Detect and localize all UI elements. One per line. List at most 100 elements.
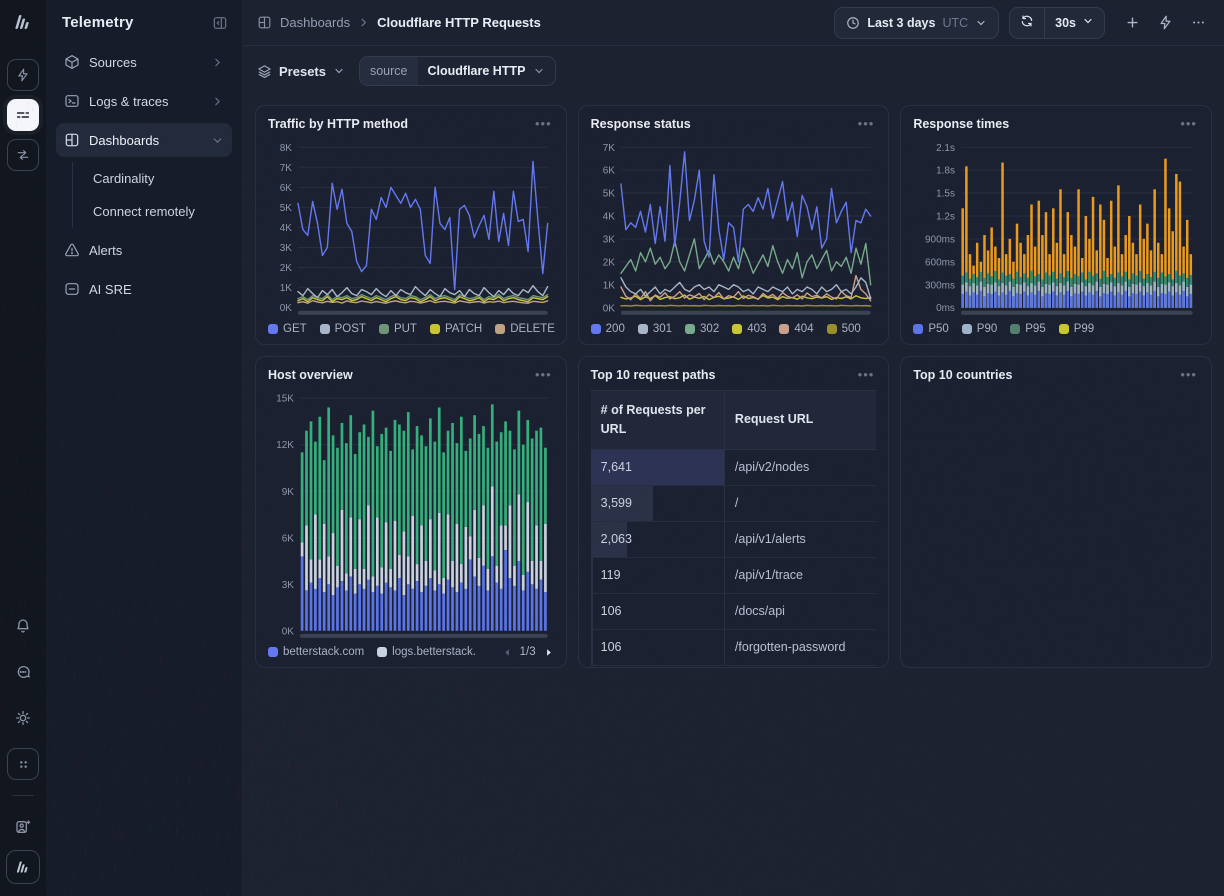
legend-item[interactable]: P90 bbox=[962, 323, 997, 335]
breadcrumb-dashboards-link[interactable]: Dashboards bbox=[280, 15, 350, 30]
chevron-down-icon bbox=[533, 65, 545, 77]
invite-user-icon[interactable] bbox=[7, 811, 39, 843]
legend-label: PATCH bbox=[445, 323, 482, 335]
chart-canvas[interactable]: 0K1K2K3K4K5K6K7K bbox=[579, 137, 889, 320]
sidebar-item-cardinality[interactable]: Cardinality bbox=[73, 162, 232, 195]
sidebar-item-dashboards[interactable]: Dashboards bbox=[56, 123, 232, 157]
legend-swatch bbox=[1010, 324, 1020, 334]
add-panel-plus-icon[interactable] bbox=[1121, 11, 1144, 34]
sidebar-item-logs-traces[interactable]: Logs & traces bbox=[56, 84, 232, 118]
legend-swatch bbox=[268, 324, 278, 334]
legend-item[interactable]: P99 bbox=[1059, 323, 1094, 335]
sidebar-item-label: Logs & traces bbox=[89, 94, 202, 109]
dashboard-grid-icon bbox=[64, 132, 80, 148]
legend-item[interactable]: logs.betterstack. bbox=[377, 646, 476, 658]
theme-sun-icon[interactable] bbox=[7, 702, 39, 734]
svg-text:12K: 12K bbox=[276, 440, 294, 451]
table-row[interactable]: 3,599/ bbox=[591, 486, 877, 522]
card-title: Top 10 request paths bbox=[591, 368, 716, 382]
svg-text:6K: 6K bbox=[282, 533, 294, 544]
legend-item[interactable]: 404 bbox=[779, 323, 813, 335]
legend-item[interactable]: PATCH bbox=[430, 323, 482, 335]
rail-bottom-group bbox=[6, 603, 40, 884]
legend-item[interactable]: 403 bbox=[732, 323, 766, 335]
svg-text:900ms: 900ms bbox=[925, 234, 955, 245]
uptime-nav-icon[interactable] bbox=[7, 59, 39, 91]
svg-text:600ms: 600ms bbox=[925, 257, 955, 268]
card-menu-icon[interactable]: ••• bbox=[856, 370, 877, 380]
zap-icon[interactable] bbox=[1154, 11, 1177, 34]
table-row[interactable]: 119/api/v1/trace bbox=[591, 558, 877, 594]
legend-item[interactable]: POST bbox=[320, 323, 366, 335]
legend-label: 200 bbox=[606, 323, 625, 335]
refresh-button[interactable] bbox=[1010, 8, 1044, 38]
pager-next-icon[interactable] bbox=[543, 647, 554, 658]
legend-item[interactable]: 302 bbox=[685, 323, 719, 335]
source-filter[interactable]: source Cloudflare HTTP bbox=[359, 56, 556, 86]
telemetry-nav-icon[interactable] bbox=[7, 99, 39, 131]
svg-text:8K: 8K bbox=[280, 143, 292, 154]
dashboard-grid-icon bbox=[257, 15, 272, 30]
card-title: Response status bbox=[591, 117, 691, 131]
workspace-logo-chip[interactable] bbox=[6, 850, 40, 884]
card-menu-icon[interactable]: ••• bbox=[856, 119, 877, 129]
incidents-nav-icon[interactable] bbox=[7, 139, 39, 171]
card-menu-icon[interactable]: ••• bbox=[533, 370, 554, 380]
svg-text:4K: 4K bbox=[280, 223, 292, 234]
table-row[interactable]: 106/forgotten-password bbox=[591, 630, 877, 666]
legend-item[interactable]: 301 bbox=[638, 323, 672, 335]
legend-item[interactable]: betterstack.com bbox=[268, 646, 364, 658]
chart-canvas[interactable]: 0ms300ms600ms900ms1.2s1.5s1.8s2.1s bbox=[901, 137, 1211, 320]
chevron-down-icon bbox=[1082, 15, 1094, 30]
url-cell: /docs/api bbox=[725, 594, 876, 629]
svg-text:0K: 0K bbox=[282, 626, 294, 637]
legend-swatch bbox=[685, 324, 695, 334]
requests-cell: 7,641 bbox=[591, 450, 725, 485]
card-menu-icon[interactable]: ••• bbox=[1178, 119, 1199, 129]
clock-icon bbox=[846, 16, 860, 30]
table-header-url[interactable]: Request URL bbox=[725, 391, 876, 449]
notifications-bell-icon[interactable] bbox=[7, 610, 39, 642]
legend-item[interactable]: P95 bbox=[1010, 323, 1045, 335]
more-options-icon[interactable] bbox=[1187, 11, 1210, 34]
chart-canvas[interactable]: 0K3K6K9K12K15K bbox=[256, 388, 566, 643]
refresh-interval-button[interactable]: 30s bbox=[1044, 8, 1104, 38]
legend-item[interactable]: PUT bbox=[379, 323, 417, 335]
table-row[interactable]: 106/docs/api bbox=[591, 594, 877, 630]
apps-grid-icon[interactable] bbox=[7, 748, 39, 780]
filter-bar: Presets source Cloudflare HTTP bbox=[243, 46, 1224, 95]
table-header-requests[interactable]: # of Requests per URL bbox=[591, 391, 725, 449]
chart-canvas[interactable]: 0K1K2K3K4K5K6K7K8K bbox=[256, 137, 566, 320]
sidebar-item-sources[interactable]: Sources bbox=[56, 45, 232, 79]
table-row[interactable]: 7,641/api/v2/nodes bbox=[591, 450, 877, 486]
requests-value: 119 bbox=[591, 568, 631, 582]
pager-prev-icon[interactable] bbox=[502, 647, 513, 658]
chevron-down-icon bbox=[975, 17, 987, 29]
legend-item[interactable]: 200 bbox=[591, 323, 625, 335]
sidebar-item-label: AI SRE bbox=[89, 282, 224, 297]
legend-swatch bbox=[827, 324, 837, 334]
collapse-sidebar-icon[interactable] bbox=[212, 15, 228, 31]
svg-text:4K: 4K bbox=[602, 211, 614, 222]
legend-label: DELETE bbox=[510, 323, 555, 335]
sidebar-item-alerts[interactable]: Alerts bbox=[56, 233, 232, 267]
presets-button[interactable]: Presets bbox=[257, 64, 345, 79]
legend-item[interactable]: DELETE bbox=[495, 323, 555, 335]
app-root: Telemetry Sources Logs & traces Dashboar… bbox=[0, 0, 1224, 896]
sidebar-item-ai-sre[interactable]: AI SRE bbox=[56, 272, 232, 306]
legend-label: 302 bbox=[700, 323, 719, 335]
legend-swatch bbox=[379, 324, 389, 334]
legend-item[interactable]: P50 bbox=[913, 323, 948, 335]
sidebar-item-connect-remotely[interactable]: Connect remotely bbox=[73, 195, 232, 228]
breadcrumb: Dashboards Cloudflare HTTP Requests bbox=[257, 15, 541, 30]
table-row[interactable]: 2,063/api/v1/alerts bbox=[591, 522, 877, 558]
feedback-chat-icon[interactable] bbox=[7, 656, 39, 688]
svg-text:9K: 9K bbox=[282, 487, 294, 498]
chart-legend: 200 301 302 403 404 500 bbox=[579, 320, 889, 344]
legend-item[interactable]: 500 bbox=[827, 323, 861, 335]
card-menu-icon[interactable]: ••• bbox=[1178, 370, 1199, 380]
legend-item[interactable]: GET bbox=[268, 323, 307, 335]
time-range-button[interactable]: Last 3 days UTC bbox=[834, 7, 999, 39]
time-range-label: Last 3 days bbox=[867, 16, 935, 30]
card-menu-icon[interactable]: ••• bbox=[533, 119, 554, 129]
